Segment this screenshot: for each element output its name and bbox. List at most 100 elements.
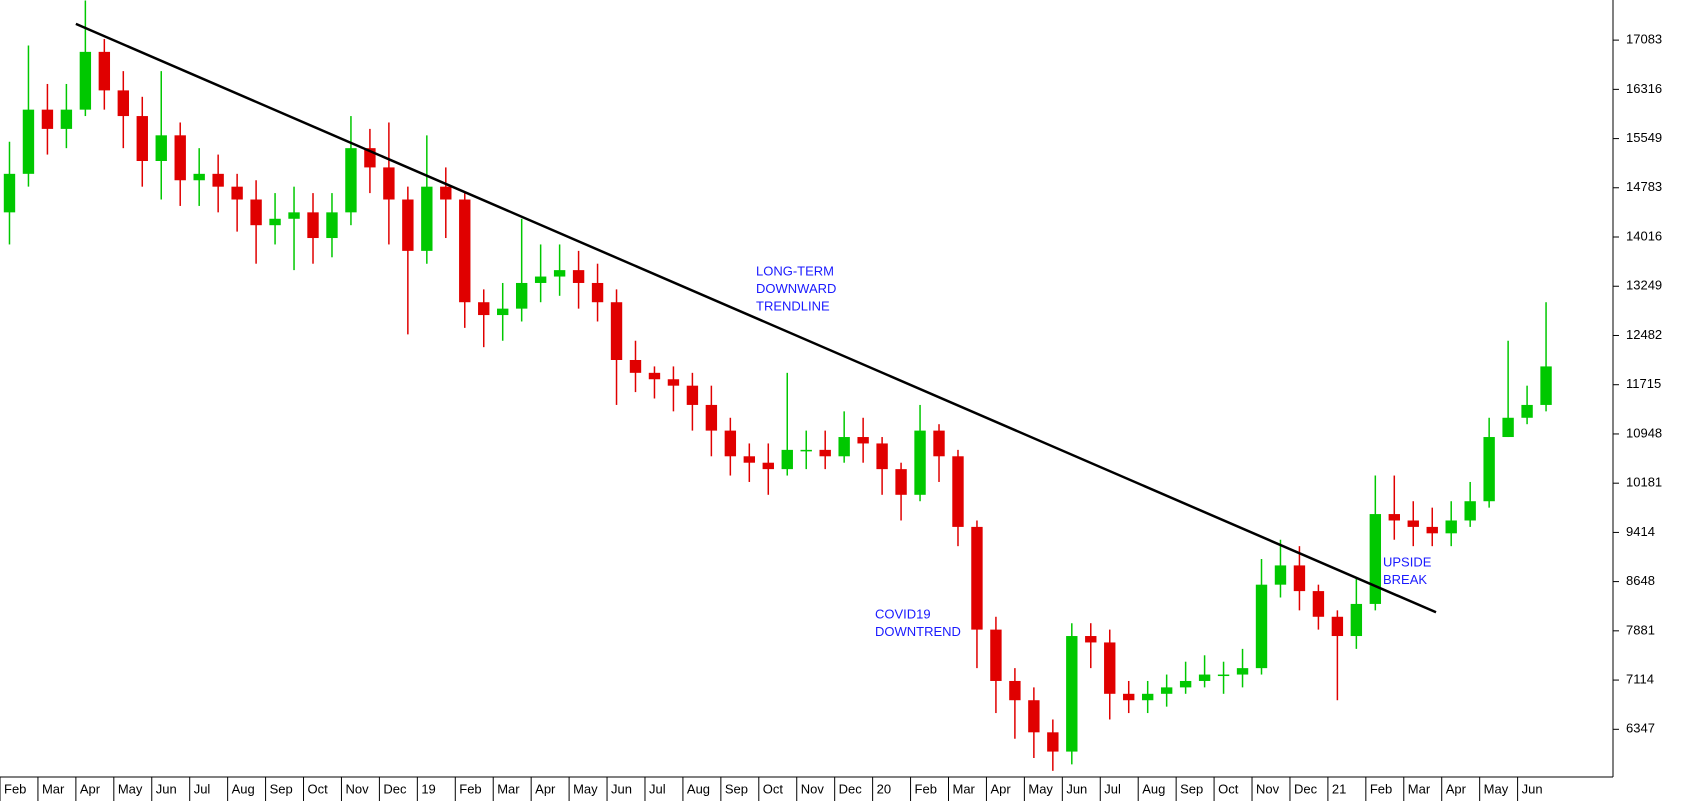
y-tick-label: 14016 — [1626, 228, 1662, 243]
candle-body — [762, 462, 774, 470]
y-tick-label: 12482 — [1626, 327, 1662, 342]
candle-body — [79, 51, 92, 110]
candle-body — [421, 186, 433, 251]
candle-body — [383, 167, 395, 200]
x-tick-label: Apr — [535, 781, 556, 796]
candle-body — [98, 51, 111, 91]
x-tick-label: May — [118, 781, 143, 796]
candle-body — [724, 430, 737, 457]
y-tick-label: 6347 — [1626, 721, 1655, 736]
candle-body — [307, 212, 319, 239]
candle-body — [1123, 693, 1135, 701]
x-tick-label: Feb — [915, 781, 937, 796]
candle-body — [933, 430, 945, 457]
candle-body — [1104, 642, 1116, 694]
x-tick-label: Jul — [194, 781, 211, 796]
candle-body — [497, 308, 509, 316]
candle-body — [193, 173, 205, 181]
y-tick-label: 7114 — [1626, 672, 1654, 687]
candle-body — [705, 404, 718, 431]
candle-body — [1255, 584, 1268, 669]
candle-body — [22, 109, 35, 174]
candle-body — [952, 456, 964, 527]
candle-body — [572, 270, 585, 283]
candle-body — [364, 148, 376, 168]
y-tick-label: 13249 — [1626, 278, 1662, 293]
y-tick-label: 11715 — [1626, 376, 1661, 391]
candle-body — [1028, 700, 1040, 733]
candle-body — [876, 443, 888, 470]
x-tick-label: Jun — [1522, 781, 1543, 796]
annotation: COVID19 — [875, 606, 931, 621]
y-tick-label: 9414 — [1626, 524, 1655, 539]
candle-body — [1047, 732, 1059, 752]
candle-body — [288, 212, 300, 219]
x-tick-label: Dec — [839, 781, 863, 796]
candle-body — [1464, 501, 1476, 521]
candle-body — [629, 359, 642, 373]
candle-body — [1066, 636, 1078, 752]
y-tick-label: 16316 — [1626, 81, 1662, 96]
candle-body — [1198, 674, 1211, 681]
candle-body — [610, 302, 623, 360]
y-tick-label: 15549 — [1626, 130, 1662, 145]
candle-body — [269, 218, 281, 226]
x-tick-label: Oct — [763, 781, 784, 796]
candle-body — [1085, 636, 1097, 643]
candle-body — [1236, 668, 1249, 675]
candle-body — [534, 276, 547, 283]
y-tick-label: 10948 — [1626, 425, 1662, 440]
candle-body — [838, 437, 850, 457]
candle-body — [478, 302, 490, 316]
candle-body — [1350, 603, 1363, 637]
candle-body — [686, 385, 699, 405]
candle-body — [1388, 514, 1400, 521]
candle-body — [857, 437, 869, 444]
x-tick-label: Dec — [1294, 781, 1318, 796]
candle-body — [41, 109, 54, 129]
candle-body — [345, 148, 357, 213]
y-tick-label: 10181 — [1626, 475, 1662, 490]
x-tick-label: Sep — [1180, 781, 1203, 796]
candle-body — [3, 173, 16, 213]
candle-body — [1521, 404, 1533, 418]
x-tick-label: Apr — [1446, 781, 1467, 796]
candle-body — [914, 430, 926, 495]
x-tick-label: 19 — [421, 781, 435, 796]
candle-body — [667, 379, 680, 386]
candle-body — [1217, 674, 1230, 677]
candle-body — [1426, 526, 1438, 534]
candle-body — [1369, 514, 1382, 604]
candle-body — [1483, 437, 1495, 502]
y-tick-label: 17083 — [1626, 32, 1662, 47]
candle-body — [895, 469, 907, 495]
candle-body — [1160, 687, 1173, 694]
candle-body — [1179, 680, 1192, 688]
candle-body — [1540, 366, 1552, 405]
candle-body — [515, 282, 528, 309]
candle-body — [326, 212, 338, 239]
candle-body — [1445, 520, 1457, 534]
candle-body — [459, 199, 471, 303]
candle-body — [1009, 680, 1021, 701]
candle-body — [819, 449, 831, 457]
annotation: DOWNWARD — [756, 281, 836, 296]
x-tick-label: May — [1484, 781, 1509, 796]
candle-body — [971, 526, 983, 630]
x-tick-label: 20 — [877, 781, 891, 796]
annotation: BREAK — [1383, 572, 1427, 587]
trendline — [75, 22, 1437, 614]
candle-body — [553, 270, 566, 277]
x-tick-label: Mar — [1408, 781, 1431, 796]
x-tick-label: Nov — [801, 781, 825, 796]
x-tick-label: Oct — [1218, 781, 1239, 796]
x-tick-label: Apr — [990, 781, 1011, 796]
candle-body — [1502, 417, 1514, 438]
x-tick-label: Feb — [1370, 781, 1392, 796]
candle-body — [174, 135, 186, 181]
candle-body — [155, 135, 167, 161]
candle-body — [1141, 693, 1154, 701]
x-tick-label: Sep — [270, 781, 293, 796]
